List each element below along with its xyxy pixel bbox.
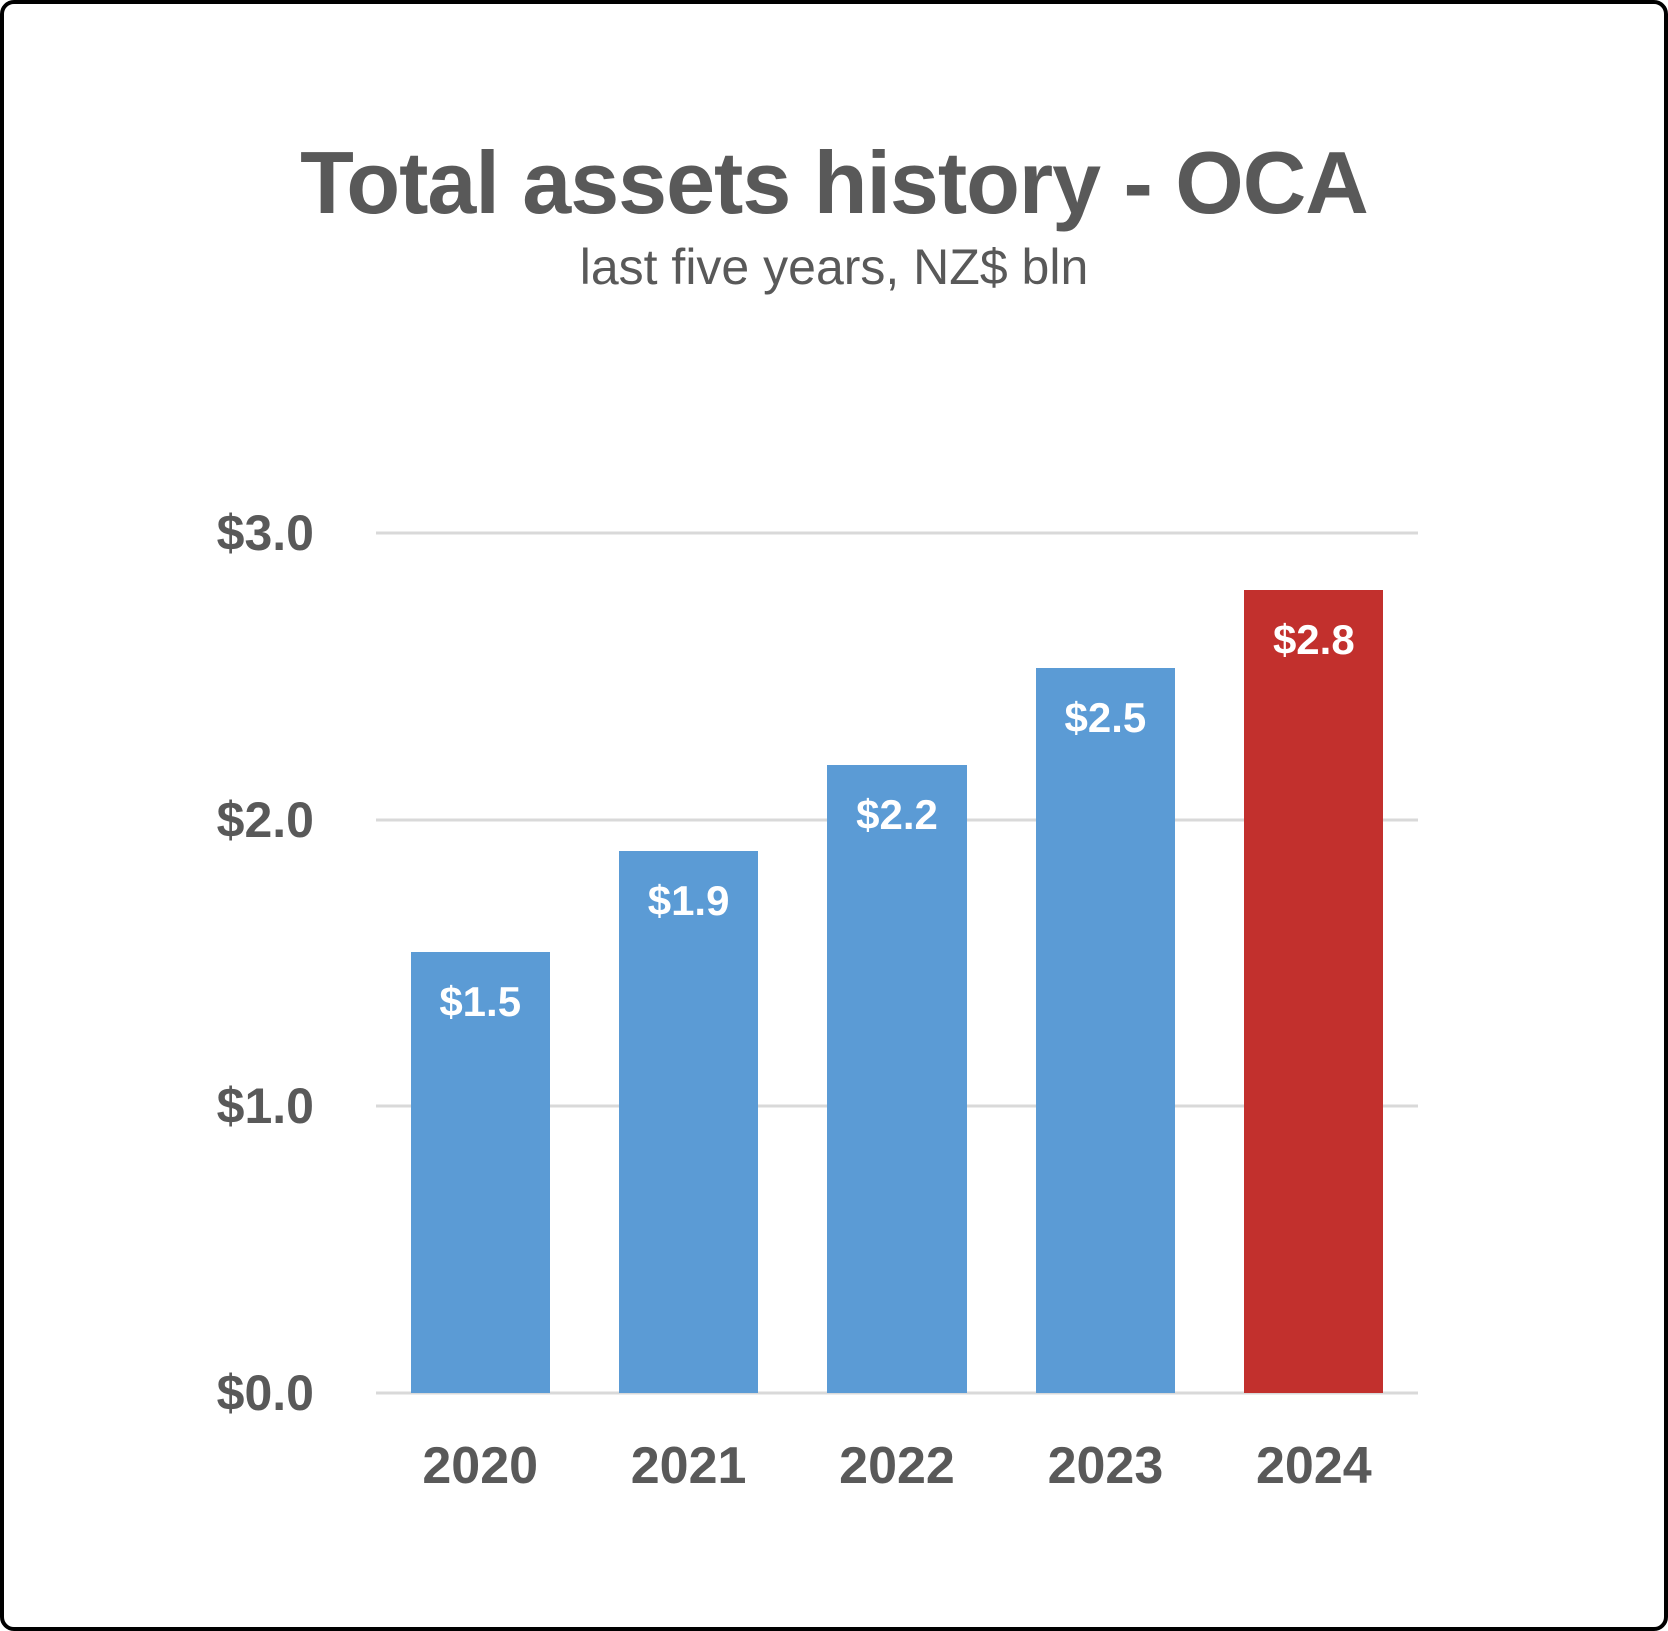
bar-value-label-2020: $1.5 <box>439 977 522 1025</box>
y-axis-labels: $0.0 $1.0 $2.0 $3.0 <box>144 505 314 1421</box>
bar-value-label-2022: $2.2 <box>856 791 938 839</box>
chart-subtitle: last five years, NZ$ bln <box>579 239 1089 295</box>
plot-area: $1.5 $1.9 $2.2 $2.5 $2.8 <box>376 531 1418 1395</box>
x-tick-label-2024: 2024 <box>1255 1437 1372 1495</box>
bar-slot-2023: $2.5 <box>1001 533 1209 1393</box>
y-tick-label-0: $0.0 <box>216 1365 314 1421</box>
gridline-0 <box>376 1391 1418 1395</box>
y-tick-label-3: $3.0 <box>216 505 314 561</box>
bar-value-label-2024: $2.8 <box>1272 616 1355 664</box>
y-tick-label-1: $1.0 <box>216 1078 314 1135</box>
x-tick-label-2020: 2020 <box>422 1437 539 1495</box>
bar-2022: $2.2 <box>827 765 967 1393</box>
y-tick-label-2: $2.0 <box>216 791 314 848</box>
bar-value-label-2023: $2.5 <box>1064 693 1147 741</box>
bar-slot-2020: $1.5 <box>376 533 584 1393</box>
x-tick-label-2022: 2022 <box>839 1437 955 1495</box>
bar-slot-2024: $2.8 <box>1210 533 1418 1393</box>
gridline-3 <box>376 531 1418 535</box>
bars: $1.5 $1.9 $2.2 $2.5 $2.8 <box>376 533 1418 1393</box>
x-tick-label-2021: 2021 <box>630 1437 747 1495</box>
bar-slot-2021: $1.9 <box>584 533 792 1393</box>
chart-title: Total assets history - OCA <box>300 133 1369 232</box>
bar-2021: $1.9 <box>619 851 759 1393</box>
bar-2023: $2.5 <box>1035 667 1176 1393</box>
bar-value-label-2021: $1.9 <box>647 877 730 925</box>
bar-slot-2022: $2.2 <box>793 533 1001 1393</box>
bar-2020: $1.5 <box>410 951 550 1393</box>
bar-2024: $2.8 <box>1244 590 1384 1393</box>
x-axis-labels: 2020 2021 2022 2023 2024 <box>376 1436 1418 1496</box>
x-tick-label-2023: 2023 <box>1047 1437 1164 1495</box>
